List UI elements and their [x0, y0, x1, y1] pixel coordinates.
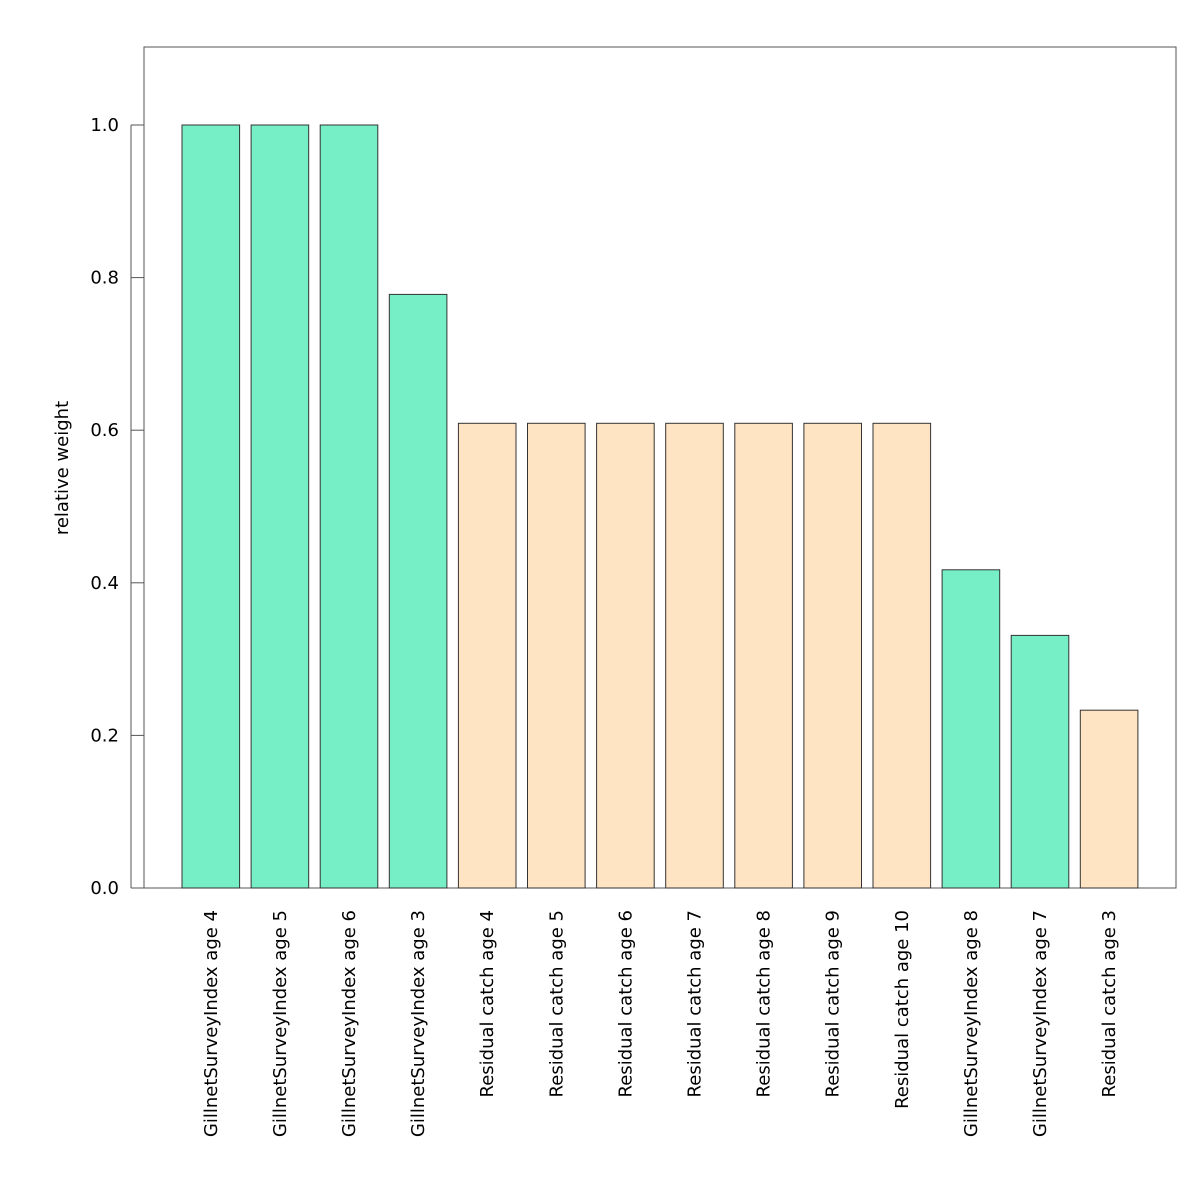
x-tick-label: Residual catch age 8: [754, 910, 775, 1097]
x-tick-label: GillnetSurveyIndex age 3: [408, 910, 429, 1137]
y-tick-label: 0.6: [90, 420, 119, 441]
x-axis-labels: GillnetSurveyIndex age 4 GillnetSurveyInd…: [201, 910, 1120, 1137]
x-tick-label: Residual catch age 5: [546, 910, 567, 1097]
bar: [250, 124, 310, 889]
x-tick-label: Residual catch age 9: [823, 910, 844, 1097]
bar: [596, 422, 655, 889]
x-tick-label: Residual catch age 7: [685, 910, 706, 1097]
y-tick-label: 0.0: [90, 878, 119, 899]
bar: [734, 422, 793, 889]
y-tick-label: 0.8: [90, 268, 119, 289]
y-axis-title: relative weight: [52, 401, 73, 535]
bar: [872, 422, 932, 889]
bar: [527, 422, 586, 889]
x-tick-label: Residual catch age 3: [1099, 910, 1120, 1097]
bar: [803, 422, 863, 889]
bar: [181, 124, 241, 889]
x-tick-label: GillnetSurveyIndex age 6: [339, 910, 360, 1137]
bar: [941, 569, 1001, 889]
y-tick-label: 0.4: [90, 573, 119, 594]
y-tick-label: 1.0: [90, 115, 119, 136]
x-tick-label: GillnetSurveyIndex age 8: [961, 910, 982, 1137]
bar: [665, 422, 724, 889]
x-tick-label: Residual catch age 4: [477, 910, 498, 1097]
bars: [181, 124, 1139, 889]
plot-frame: [143, 46, 1177, 889]
y-tick-label: 0.2: [90, 725, 119, 746]
bar: [319, 124, 379, 889]
x-tick-label: GillnetSurveyIndex age 7: [1030, 910, 1051, 1137]
bar: [1079, 709, 1139, 889]
x-tick-label: GillnetSurveyIndex age 4: [201, 910, 222, 1137]
x-tick-label: GillnetSurveyIndex age 5: [270, 910, 291, 1137]
x-tick-label: Residual catch age 6: [615, 910, 636, 1097]
x-tick-label: Residual catch age 10: [892, 910, 913, 1109]
bar: [457, 422, 517, 889]
bar: [1010, 634, 1070, 889]
bar: [388, 293, 448, 889]
y-axis: 0.0 0.2 0.4 0.6 0.8 1.0: [90, 115, 144, 899]
